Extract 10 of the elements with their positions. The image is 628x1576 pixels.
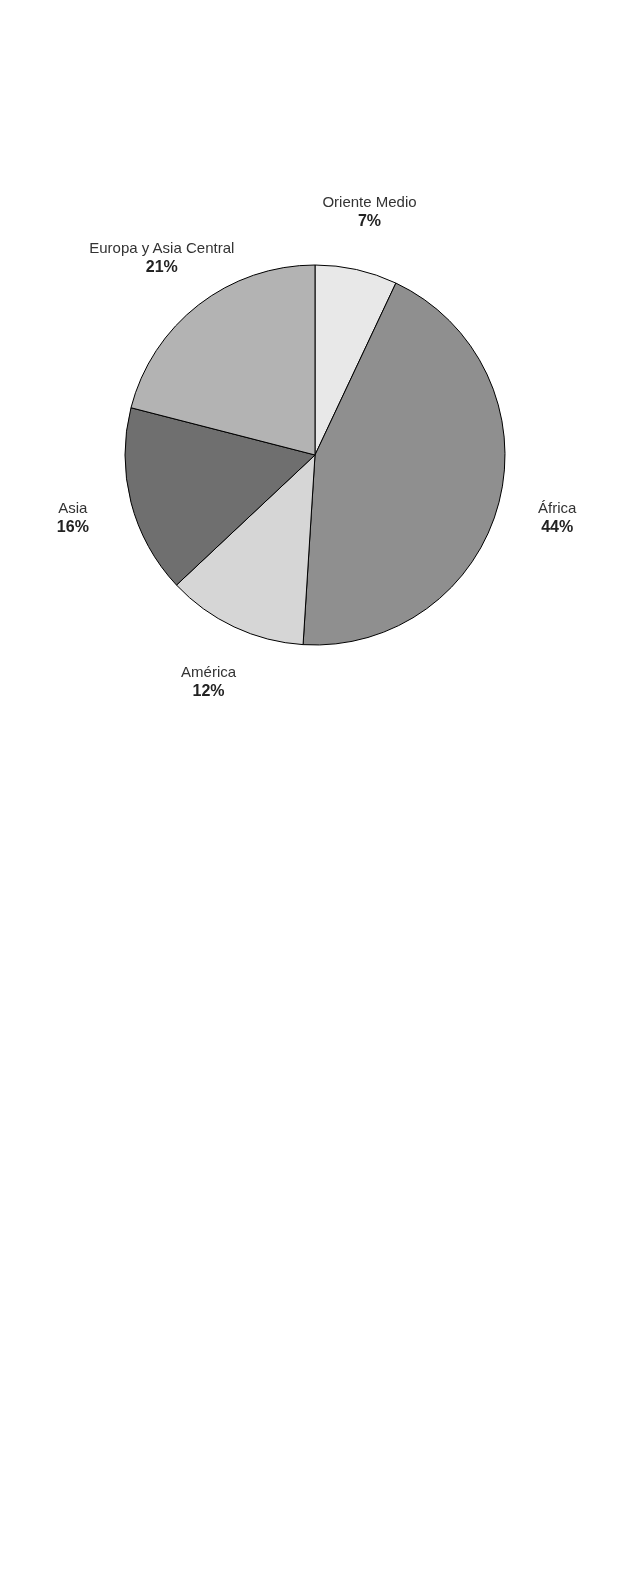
slice-label: América (181, 663, 237, 681)
slice-label: África (537, 499, 577, 517)
data-label: 44% (541, 518, 574, 536)
data-label: 21% (145, 258, 178, 276)
slice-label: Europa y Asia Central (89, 239, 235, 257)
data-label: 12% (192, 682, 225, 700)
data-label: 16% (56, 518, 89, 536)
slice-label: Asia (58, 499, 89, 517)
data-label: 7% (357, 212, 382, 230)
slice-label: Oriente Medio (322, 193, 417, 211)
